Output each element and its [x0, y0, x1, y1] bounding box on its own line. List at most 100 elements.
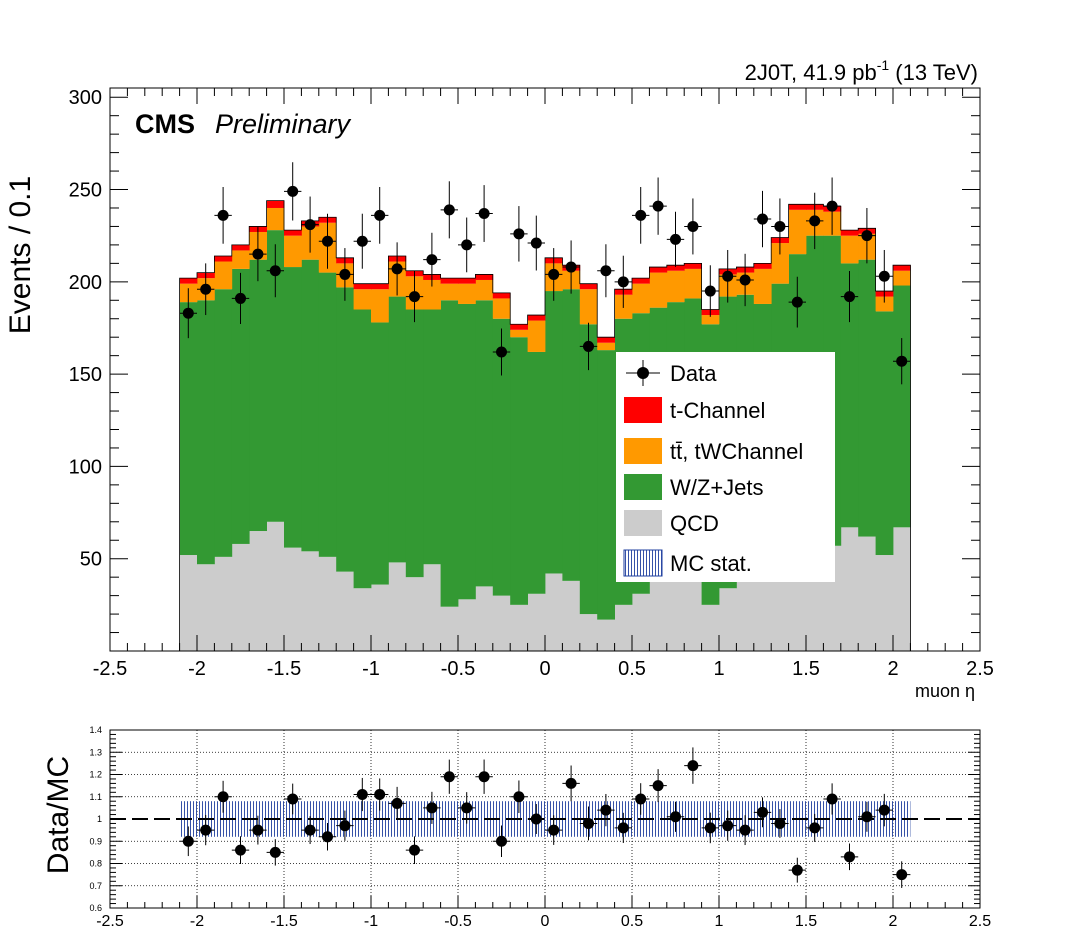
stack-bar	[423, 279, 441, 310]
ratio-point	[666, 801, 685, 832]
ratio-point	[893, 861, 911, 888]
data-point	[666, 211, 685, 267]
legend-entry: t-Channel	[624, 397, 765, 423]
data-point	[875, 249, 893, 303]
ratio-point	[440, 759, 458, 794]
ratio-point	[266, 839, 284, 866]
stack-bar	[527, 593, 546, 651]
ratio-axes: -2.5 -2 -1.5 -1 -0.5 0 0.5 1 1.5 2 2.5 0.6 0.7 0.8 0.9…	[89, 725, 991, 930]
stack-bar	[353, 588, 372, 651]
stack-bar	[858, 259, 876, 537]
data-point	[510, 206, 528, 262]
data-marker	[861, 230, 873, 242]
ratio-point	[823, 783, 841, 815]
stack-bar	[214, 255, 233, 262]
data-point	[579, 322, 598, 371]
x-axis-title: muon η	[915, 681, 975, 701]
ratio-point	[597, 793, 615, 827]
ratio-point	[753, 797, 772, 828]
stack-bar	[666, 579, 685, 651]
stack-bar	[179, 302, 198, 556]
lumi-label: 2J0T, 41.9 pb-1 (13 TeV)	[745, 57, 978, 85]
stack-bar	[649, 267, 668, 273]
stack-bar	[475, 586, 494, 651]
data-marker	[461, 239, 473, 251]
stack-bar	[736, 579, 755, 651]
data-marker	[339, 268, 351, 280]
ratio-marker	[252, 824, 264, 836]
legend-entry: W/Z+Jets	[624, 474, 764, 500]
ratio-marker	[878, 804, 890, 816]
x-tick-label: 1.5	[795, 913, 817, 930]
data-point	[266, 244, 284, 298]
stack-bar	[545, 291, 563, 574]
stack-bar	[266, 521, 285, 651]
data-marker	[304, 219, 316, 231]
ratio-marker	[530, 813, 542, 825]
ratio-marker	[182, 835, 194, 847]
data-marker	[635, 209, 647, 221]
stack-bar	[666, 265, 685, 271]
y-tick-label: 200	[69, 272, 102, 294]
ratio-point	[858, 801, 876, 832]
ratio-point	[301, 816, 319, 845]
stack-bar	[197, 564, 215, 651]
ratio-point	[684, 747, 702, 784]
data-points	[179, 162, 911, 385]
data-point	[440, 181, 458, 239]
stack-bar	[632, 283, 650, 314]
ratio-point	[179, 826, 197, 857]
stack-bar	[492, 292, 511, 299]
data-point	[249, 227, 267, 282]
data-marker	[478, 208, 490, 220]
ratio-marker	[513, 791, 525, 803]
stack-bar	[458, 303, 476, 600]
ratio-marker	[791, 864, 803, 876]
stack-bar	[458, 278, 476, 284]
x-tick-label: 0.5	[618, 658, 646, 680]
ratio-marker	[844, 851, 855, 863]
data-point	[562, 240, 580, 294]
stack-bar	[284, 230, 302, 236]
legend-swatch	[624, 438, 662, 464]
ratio-marker	[722, 820, 734, 832]
data-point	[736, 253, 754, 307]
legend-swatch	[624, 474, 662, 500]
ratio-marker	[896, 869, 908, 881]
stack-bar	[353, 283, 372, 290]
data-marker	[322, 235, 333, 247]
preliminary-label: Preliminary	[215, 109, 352, 139]
data-point	[771, 198, 789, 255]
stack-bar	[231, 250, 250, 269]
x-tick-label: 2.5	[966, 658, 994, 680]
stack-bar	[336, 571, 354, 651]
ratio-point	[197, 815, 215, 846]
y-tick-label: 0.6	[89, 903, 102, 913]
x-tick-label: -1	[364, 913, 378, 930]
main-axes: -2.5 -2 -1.5 -1 -0.5 0 0.5 1 1.5 2 2.5 50 100 150 200 2…	[69, 87, 994, 680]
data-marker	[774, 220, 786, 232]
ratio-marker	[774, 817, 786, 829]
data-marker	[565, 261, 577, 273]
ratio-marker	[200, 824, 212, 836]
x-tick-label: -1.5	[270, 913, 298, 930]
ratio-point	[562, 765, 580, 802]
y-tick-label: 1.1	[89, 792, 102, 802]
ratio-marker	[217, 791, 229, 803]
y-tick-label: 1	[97, 814, 102, 824]
stack-bar	[579, 614, 598, 651]
ratio-point	[579, 806, 598, 841]
stack-bar	[388, 296, 407, 563]
ratio-point	[231, 836, 250, 864]
y-tick-label: 300	[69, 87, 102, 109]
legend-entry: Data	[626, 360, 717, 386]
ratio-marker	[652, 780, 664, 792]
ratio-marker	[443, 771, 455, 783]
ratio-marker	[322, 831, 333, 843]
stack-bar	[214, 289, 233, 557]
stack-bar	[527, 351, 546, 594]
stack-bar	[318, 556, 337, 651]
data-point	[405, 271, 424, 323]
ratio-point	[840, 843, 859, 871]
ratio-marker	[391, 797, 403, 809]
